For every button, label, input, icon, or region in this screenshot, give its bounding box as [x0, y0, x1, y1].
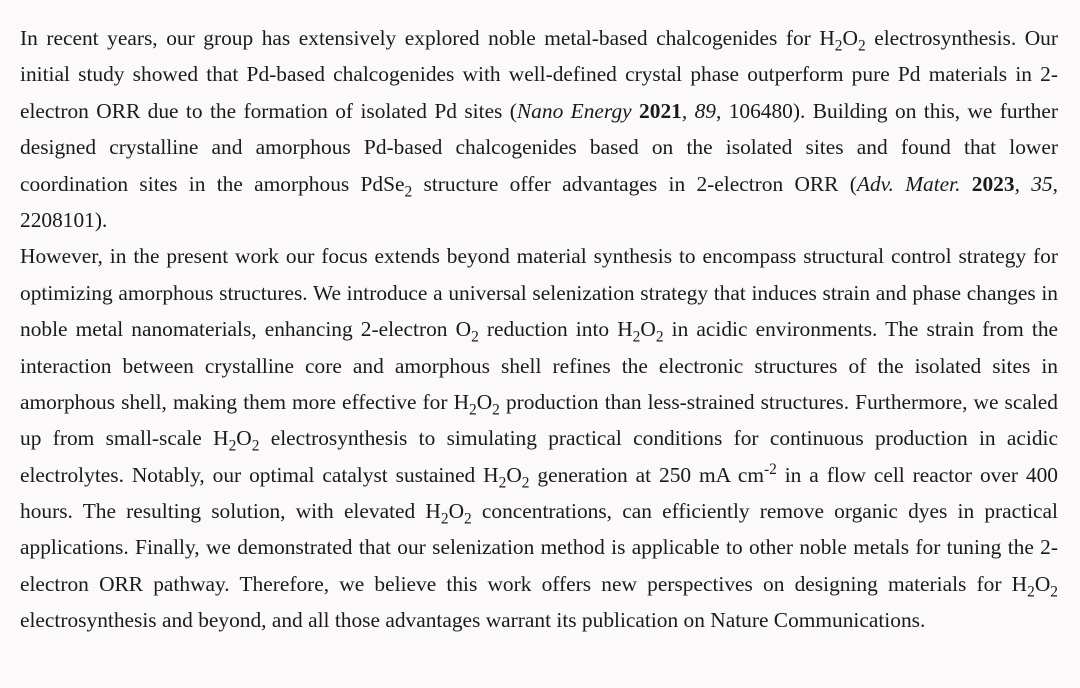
subscript-2: 2: [469, 401, 477, 418]
citation-year: 2023: [972, 172, 1015, 196]
subscript-2: 2: [1027, 583, 1035, 600]
document-page: In recent years, our group has extensive…: [0, 0, 1080, 667]
body-text: electrosynthesis and beyond, and all tho…: [20, 608, 925, 632]
body-text: [632, 99, 639, 123]
body-text: O: [477, 390, 492, 414]
body-text: O: [236, 426, 251, 450]
body-text: [960, 172, 971, 196]
citation-volume: 35: [1031, 172, 1052, 196]
subscript-2: 2: [464, 510, 472, 527]
subscript-2: 2: [1050, 583, 1058, 600]
body-text: O: [640, 317, 655, 341]
body-text: reduction into H: [479, 317, 633, 341]
subscript-2: 2: [656, 328, 664, 345]
body-text: structure offer advantages in 2-electron…: [412, 172, 857, 196]
citation-year: 2021: [639, 99, 682, 123]
paragraph-2: However, in the present work our focus e…: [20, 238, 1058, 638]
citation-volume: 89: [695, 99, 716, 123]
subscript-2: 2: [835, 37, 843, 54]
subscript-2: 2: [471, 328, 479, 345]
superscript-minus2: -2: [764, 461, 777, 478]
subscript-2: 2: [522, 474, 530, 491]
body-text: generation at 250 mA cm: [530, 463, 764, 487]
body-text: O: [449, 499, 464, 523]
subscript-2: 2: [492, 401, 500, 418]
body-text: ,: [1015, 172, 1032, 196]
paragraph-1: In recent years, our group has extensive…: [20, 20, 1058, 238]
subscript-2: 2: [858, 37, 866, 54]
body-text: ,: [682, 99, 695, 123]
subscript-2: 2: [441, 510, 449, 527]
body-text: O: [506, 463, 521, 487]
citation-journal: Nano Energy: [517, 99, 632, 123]
body-text: O: [1035, 572, 1050, 596]
citation-journal: Adv. Mater.: [857, 172, 961, 196]
body-text: In recent years, our group has extensive…: [20, 26, 835, 50]
body-text: O: [843, 26, 858, 50]
